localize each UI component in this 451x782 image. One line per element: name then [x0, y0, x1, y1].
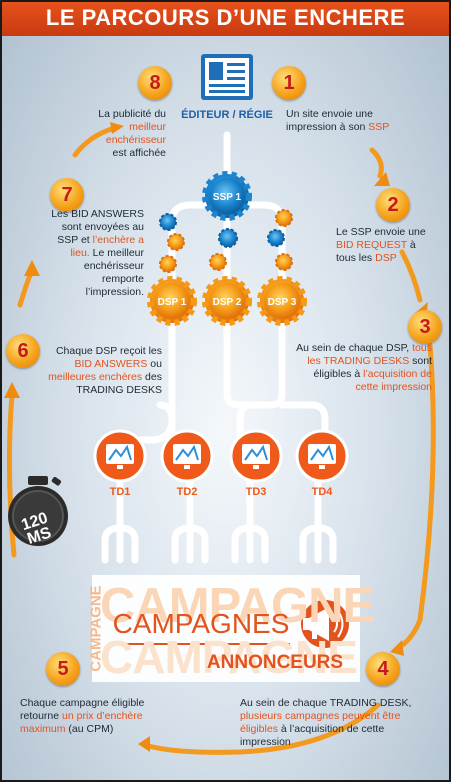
- step-4-text-part: plusieurs campagnes peuvent être éligibl…: [240, 710, 401, 735]
- campaign-main-title: CAMPAGNES: [112, 608, 290, 639]
- step-7-text-part: l’enchère a lieu.: [70, 234, 144, 259]
- campaign-divider: [120, 643, 290, 645]
- step-3-text-part: l’acquisition de cette impression: [355, 368, 432, 393]
- step-badge-2: 2: [376, 188, 410, 222]
- process-cycle-arrowheads: [4, 122, 428, 752]
- step-6-text-part: meilleures enchères: [48, 371, 143, 383]
- step-2-text-part: BID REQUEST: [336, 239, 407, 251]
- step-7-text-part: Le meilleur enchérisseur remporte l’impr…: [83, 247, 144, 298]
- campaign-vertical-word: CAMPAGNE: [87, 585, 105, 672]
- campaign-background-word: CAMPAGNE: [100, 579, 375, 633]
- step-badge-1: 1: [272, 66, 306, 100]
- step-6-text-part: ou: [147, 358, 162, 370]
- step-3-text-part: sont éligibles à: [313, 355, 432, 380]
- megaphone-icon: [301, 600, 349, 648]
- step-6-text-part: Chaque DSP reçoit les: [55, 345, 162, 357]
- process-cycle-path: [6, 125, 436, 755]
- step-1-text-part: SSP: [368, 121, 390, 133]
- step-text-2: Le SSP envoie une BID REQUEST à tous les…: [336, 226, 436, 265]
- campaign-subtitle: ANNONCEURS: [206, 652, 344, 673]
- step-4-text-part: à l’acquisition de cette impression: [240, 723, 385, 748]
- step-8-text-part: La publicité du: [98, 108, 166, 120]
- dsp-gear-1-label: DSP 1: [158, 297, 187, 308]
- step-3-text-part: Au sein de chaque DSP,: [296, 342, 413, 354]
- stopwatch-icon: [8, 476, 68, 546]
- step-text-8: La publicité du meilleur enchérisseur es…: [96, 108, 166, 160]
- step-badge-4: 4: [366, 652, 400, 686]
- step-badge-6: 6: [6, 334, 40, 368]
- td-label-1: TD1: [109, 486, 131, 498]
- step-5-text-part: (au CPM): [65, 723, 114, 735]
- step-badge-5: 5: [46, 652, 80, 686]
- dsp-gear-2-label: DSP 2: [213, 297, 242, 308]
- step-8-text-part: meilleur enchérisseur: [105, 121, 166, 146]
- td-icon-3: [229, 429, 283, 483]
- editor-document-icon: [201, 54, 253, 100]
- step-text-1: Un site envoie une impression à son SSP: [286, 108, 396, 134]
- dsp-gear-1: DSP 1: [147, 276, 197, 326]
- step-5-text-part: un prix d’enchère maximum: [20, 710, 143, 735]
- td-icon-1: [93, 429, 147, 483]
- campaign-background-word-2: CAMPAGNE: [100, 631, 358, 683]
- step-8-text-part: est affichée: [112, 147, 166, 159]
- dsp-gear-2: DSP 2: [202, 276, 252, 326]
- dsp-gear-3-label: DSP 3: [268, 297, 297, 308]
- td-label-3: TD3: [245, 486, 267, 498]
- network-tree: [101, 131, 337, 564]
- dsp-gear-3: DSP 3: [257, 276, 307, 326]
- step-6-text-part: des TRADING DESKS: [76, 371, 162, 396]
- step-text-5: Chaque campagne éligible retourne un pri…: [20, 697, 160, 736]
- step-text-7: Les BID ANSWERS sont envoyées au SSP et …: [44, 208, 144, 299]
- ssp-gear: SSP 1: [202, 171, 252, 221]
- page-title: LE PARCOURS D’UNE ENCHERE: [45, 5, 406, 30]
- step-3-text-part: tous les TRADING DESKS: [307, 342, 432, 367]
- td-label-4: TD4: [311, 486, 333, 498]
- td-icon-4: [295, 429, 349, 483]
- ssp-gear-label: SSP 1: [213, 192, 242, 203]
- step-badge-8: 8: [138, 66, 172, 100]
- step-text-6: Chaque DSP reçoit les BID ANSWERS ou mei…: [40, 345, 162, 397]
- step-6-text-part: BID ANSWERS: [74, 358, 148, 370]
- step-2-text-part: à tous les: [336, 239, 416, 264]
- title-banner: LE PARCOURS D’UNE ENCHERE: [0, 0, 451, 36]
- step-1-text-part: Un site envoie une impression à son: [286, 108, 373, 133]
- step-7-text-part: Les BID ANSWERS sont envoyées au SSP et: [51, 208, 144, 246]
- step-4-text-part: Au sein de chaque TRADING DESK,: [240, 697, 412, 709]
- step-text-4: Au sein de chaque TRADING DESK, plusieur…: [240, 697, 434, 749]
- step-2-text-part: Le SSP envoie une: [336, 226, 426, 238]
- td-label-2: TD2: [176, 486, 198, 498]
- step-5-text-part: Chaque campagne éligible retourne: [20, 697, 145, 722]
- step-badge-3: 3: [408, 310, 442, 344]
- step-badge-7: 7: [50, 178, 84, 212]
- small-gears: [159, 209, 293, 273]
- editor-label: ÉDITEUR / RÉGIE: [181, 109, 273, 121]
- td-icon-2: [160, 429, 214, 483]
- step-2-text-part: DSP: [375, 252, 397, 264]
- step-text-3: Au sein de chaque DSP, tous les TRADING …: [296, 342, 432, 394]
